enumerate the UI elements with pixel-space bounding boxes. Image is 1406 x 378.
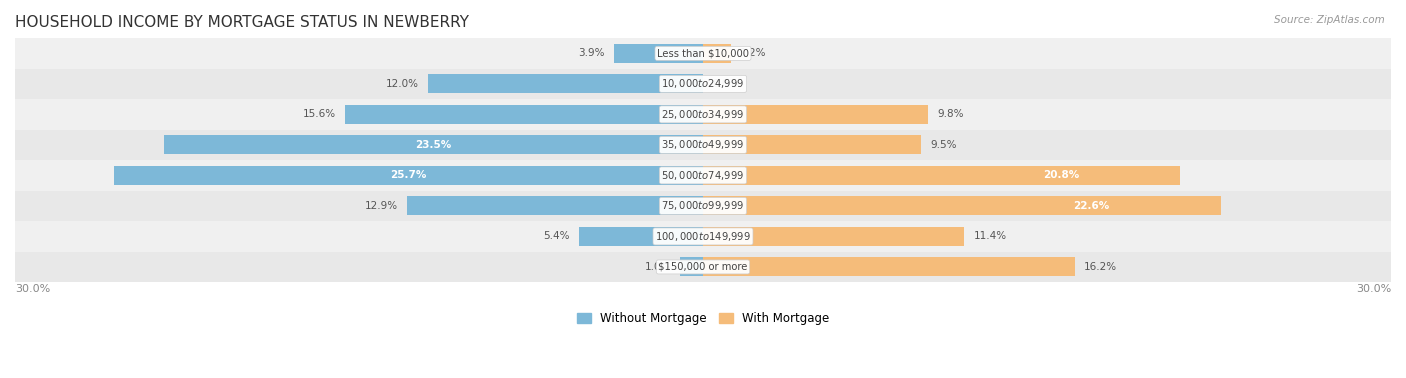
Text: 30.0%: 30.0% xyxy=(1355,284,1391,294)
Bar xyxy=(703,257,1074,276)
Text: $35,000 to $49,999: $35,000 to $49,999 xyxy=(661,138,745,152)
Bar xyxy=(15,160,1391,191)
Bar xyxy=(15,191,1391,221)
Text: 22.6%: 22.6% xyxy=(1074,201,1109,211)
Bar xyxy=(165,135,703,154)
Text: 23.5%: 23.5% xyxy=(415,140,451,150)
Bar xyxy=(15,130,1391,160)
Bar xyxy=(681,257,703,276)
Text: Less than $10,000: Less than $10,000 xyxy=(657,48,749,58)
Text: 20.8%: 20.8% xyxy=(1043,170,1078,180)
Bar xyxy=(703,44,731,63)
Bar xyxy=(427,74,703,93)
Legend: Without Mortgage, With Mortgage: Without Mortgage, With Mortgage xyxy=(572,308,834,330)
Text: 25.7%: 25.7% xyxy=(389,170,426,180)
Text: 9.5%: 9.5% xyxy=(929,140,956,150)
Bar xyxy=(579,227,703,246)
Bar xyxy=(15,221,1391,252)
Bar xyxy=(703,135,921,154)
Bar xyxy=(15,38,1391,69)
Bar xyxy=(15,69,1391,99)
Bar xyxy=(703,166,1180,185)
Text: $25,000 to $34,999: $25,000 to $34,999 xyxy=(661,108,745,121)
Text: 12.9%: 12.9% xyxy=(366,201,398,211)
Bar xyxy=(15,99,1391,130)
Text: $10,000 to $24,999: $10,000 to $24,999 xyxy=(661,77,745,90)
Text: 1.2%: 1.2% xyxy=(740,48,766,58)
Bar xyxy=(114,166,703,185)
Text: $150,000 or more: $150,000 or more xyxy=(658,262,748,272)
Bar xyxy=(703,197,1222,215)
Text: 3.9%: 3.9% xyxy=(578,48,605,58)
Text: $100,000 to $149,999: $100,000 to $149,999 xyxy=(655,230,751,243)
Bar xyxy=(346,105,703,124)
Text: 12.0%: 12.0% xyxy=(385,79,419,89)
Text: $50,000 to $74,999: $50,000 to $74,999 xyxy=(661,169,745,182)
Bar xyxy=(703,227,965,246)
Text: Source: ZipAtlas.com: Source: ZipAtlas.com xyxy=(1274,15,1385,25)
Text: 11.4%: 11.4% xyxy=(973,231,1007,242)
Bar xyxy=(15,252,1391,282)
Text: 30.0%: 30.0% xyxy=(15,284,51,294)
Bar xyxy=(703,105,928,124)
Text: 15.6%: 15.6% xyxy=(302,109,336,119)
Text: 5.4%: 5.4% xyxy=(544,231,569,242)
Text: 16.2%: 16.2% xyxy=(1084,262,1116,272)
Text: 0.0%: 0.0% xyxy=(713,79,738,89)
Text: HOUSEHOLD INCOME BY MORTGAGE STATUS IN NEWBERRY: HOUSEHOLD INCOME BY MORTGAGE STATUS IN N… xyxy=(15,15,470,30)
Text: $75,000 to $99,999: $75,000 to $99,999 xyxy=(661,200,745,212)
Bar xyxy=(613,44,703,63)
Bar xyxy=(408,197,703,215)
Text: 9.8%: 9.8% xyxy=(936,109,963,119)
Text: 1.0%: 1.0% xyxy=(644,262,671,272)
